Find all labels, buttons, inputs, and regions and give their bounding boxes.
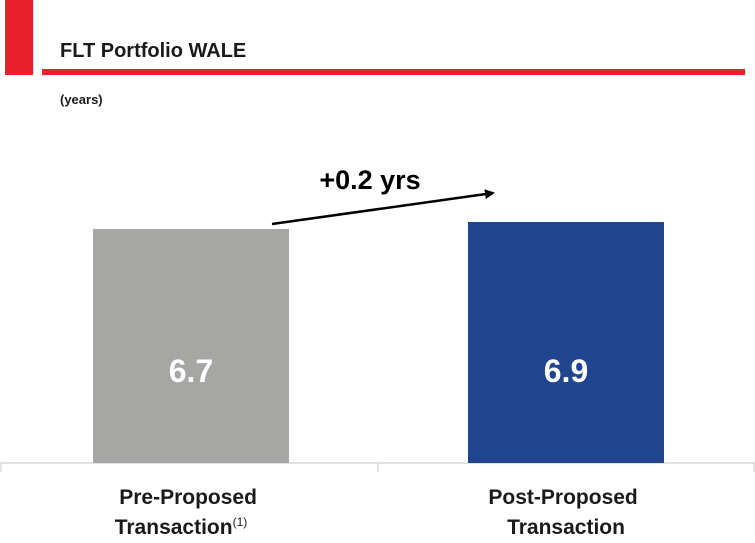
- x-tick-label: Post-Proposed Transaction: [488, 486, 643, 539]
- bar: [468, 222, 664, 463]
- footnote-mark: (1): [233, 515, 248, 529]
- change-arrow: [271, 189, 495, 226]
- chart-subtitle: (years): [60, 92, 103, 107]
- bar: [93, 228, 289, 463]
- accent-block: [5, 0, 33, 75]
- data-label: 6.7: [169, 353, 213, 389]
- title-rule: [42, 69, 745, 75]
- x-tick-label: Pre-Proposed Transaction(1): [115, 486, 263, 539]
- data-label: 6.9: [544, 353, 588, 389]
- chart-title: FLT Portfolio WALE: [60, 40, 246, 62]
- change-annotation: +0.2 yrs: [319, 165, 420, 195]
